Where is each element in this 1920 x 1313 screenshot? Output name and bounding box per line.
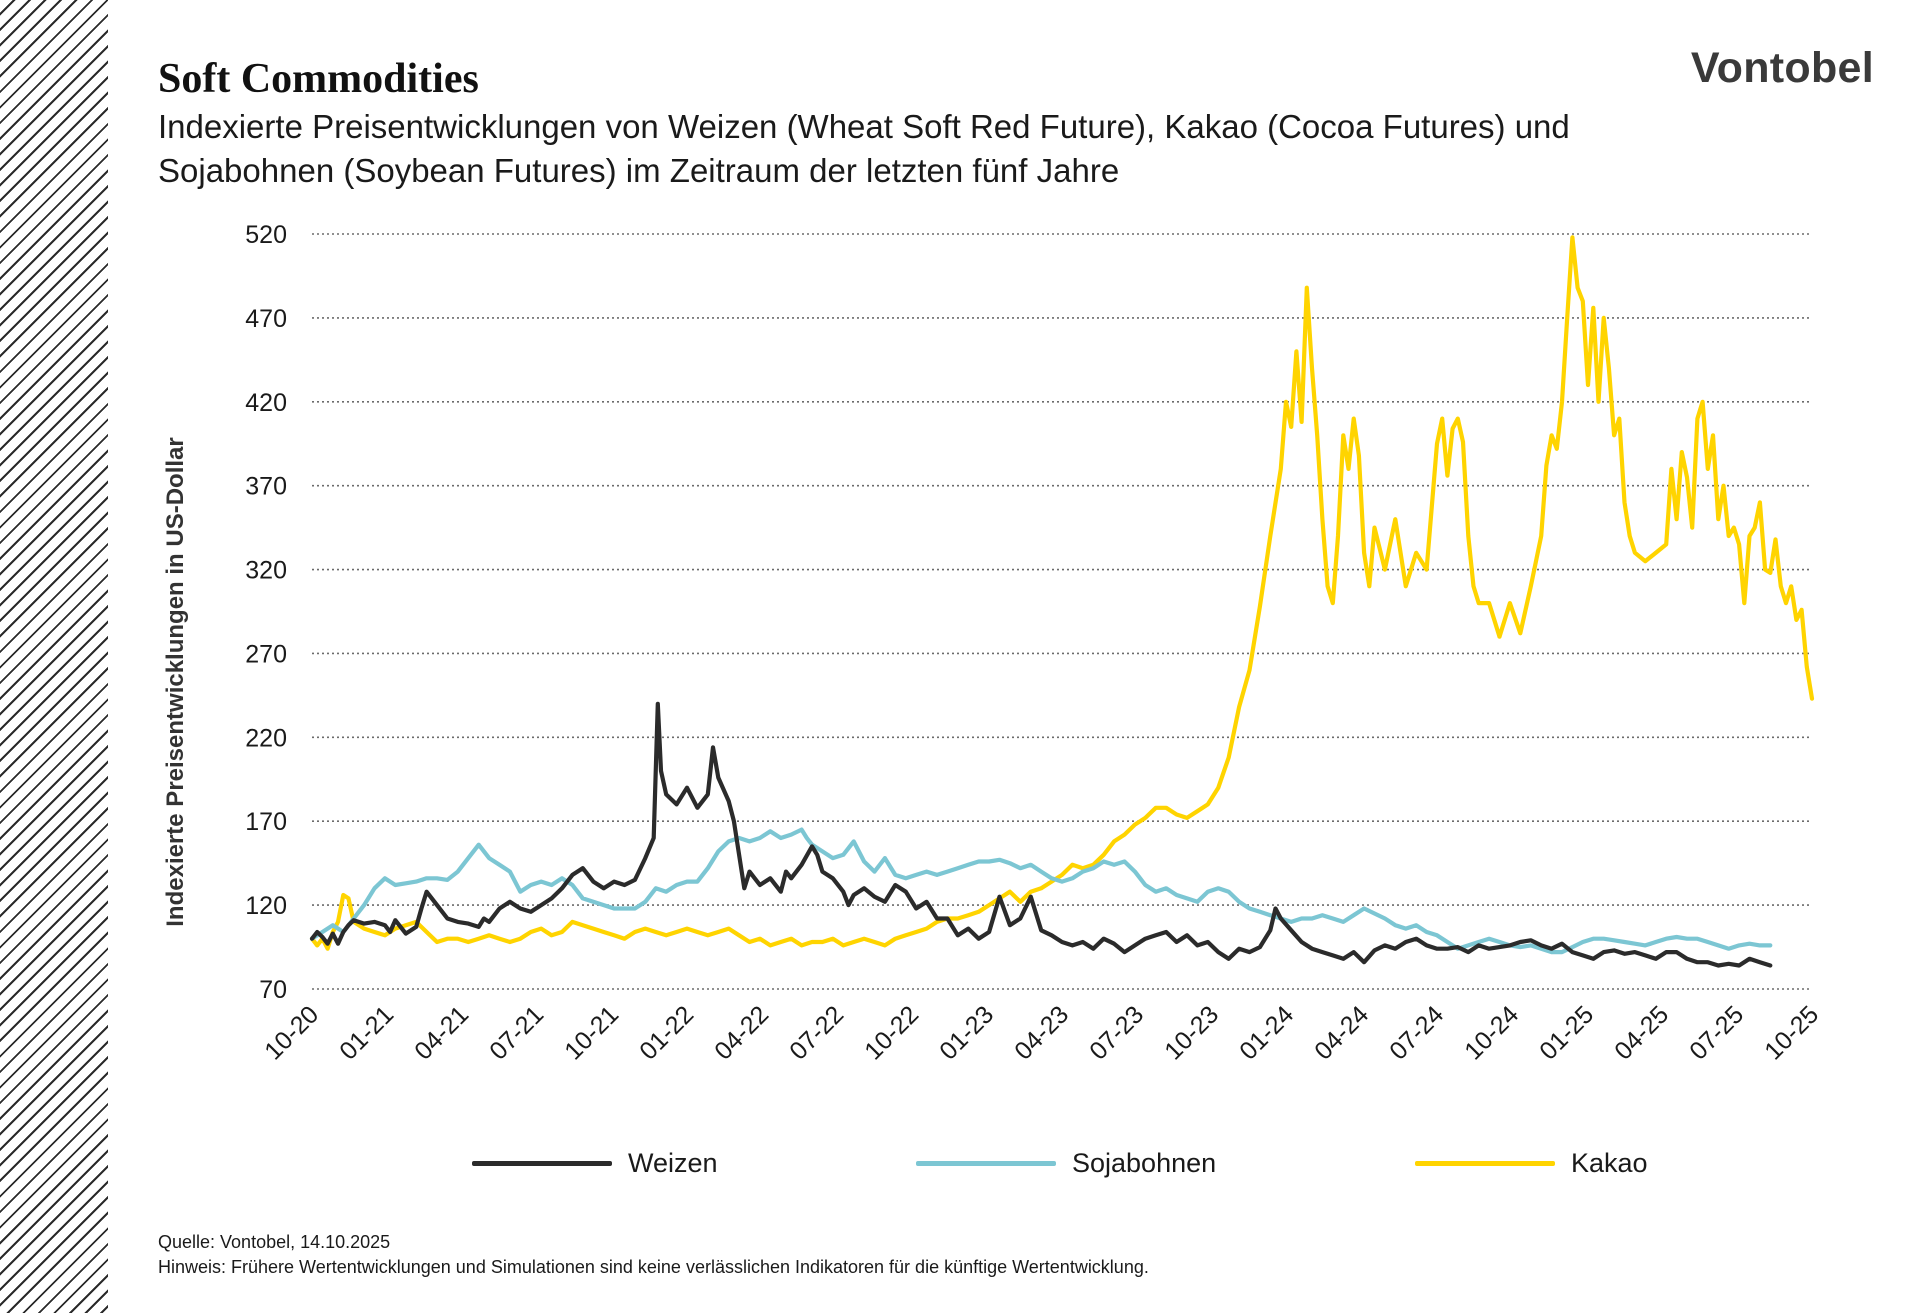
- legend-label-weizen: Weizen: [628, 1148, 718, 1178]
- legend-item-weizen: Weizen: [472, 1148, 718, 1179]
- y-tick-label: 420: [245, 389, 287, 417]
- legend-item-sojabohnen: Sojabohnen: [916, 1148, 1216, 1179]
- legend-item-kakao: Kakao: [1415, 1148, 1648, 1179]
- series-lines: [309, 235, 1815, 968]
- x-tick-label: 04-24: [1309, 1000, 1374, 1065]
- x-tick-label: 07-25: [1684, 1000, 1749, 1065]
- series-line-weizen: [309, 701, 1773, 968]
- brand-logo: Vontobel: [1690, 44, 1874, 92]
- series-line-kakao: [309, 235, 1815, 951]
- chart-subtitle: Indexierte Preisentwicklungen von Weizen…: [158, 108, 1570, 189]
- disclaimer-note: Hinweis: Frühere Wertentwicklungen und S…: [158, 1257, 1149, 1277]
- legend-swatch-kakao: [1415, 1161, 1555, 1166]
- chart-footer: Quelle: Vontobel, 14.10.2025 Hinweis: Fr…: [158, 1230, 1149, 1280]
- legend-swatch-sojabohnen: [916, 1161, 1056, 1166]
- x-tick-label: 04-21: [409, 1000, 474, 1065]
- x-tick-label: 01-21: [334, 1000, 399, 1065]
- x-tick-label: 07-23: [1084, 1000, 1149, 1065]
- legend-swatch-weizen: [472, 1161, 612, 1166]
- x-tick-label: 07-21: [484, 1000, 549, 1065]
- hatched-side-band: [0, 0, 108, 1313]
- y-tick-label: 120: [245, 892, 287, 920]
- y-axis-ticks: 70 120 170 220 270 320 370 420 470 520: [245, 221, 287, 1004]
- x-tick-label: 10-23: [1159, 1000, 1224, 1065]
- y-axis-label: Indexierte Preisentwicklungen in US-Doll…: [162, 437, 189, 926]
- x-tick-label: 01-23: [934, 1000, 999, 1065]
- y-tick-label: 320: [245, 557, 287, 585]
- x-tick-label: 07-22: [784, 1000, 849, 1065]
- x-tick-label: 10-24: [1459, 1000, 1524, 1065]
- x-tick-label: 04-23: [1009, 1000, 1074, 1065]
- x-tick-label: 01-22: [634, 1000, 699, 1065]
- source-note: Quelle: Vontobel, 14.10.2025: [158, 1232, 391, 1252]
- x-tick-label: 01-24: [1234, 1000, 1299, 1065]
- y-tick-label: 470: [245, 305, 287, 333]
- x-tick-label: 01-25: [1534, 1000, 1599, 1065]
- x-tick-label: 10-25: [1759, 1000, 1824, 1065]
- y-tick-label: 520: [245, 221, 287, 249]
- x-tick-label: 04-22: [709, 1000, 774, 1065]
- chart-title: Soft Commodities: [158, 56, 479, 102]
- x-tick-label: 04-25: [1609, 1000, 1674, 1065]
- x-axis-ticks: 10-20 01-21 04-21 07-21 10-21 01-22 04-22 07-22…: [259, 1000, 1824, 1065]
- legend-label-sojabohnen: Sojabohnen: [1072, 1148, 1217, 1178]
- legend-label-kakao: Kakao: [1571, 1148, 1648, 1178]
- y-tick-label: 70: [259, 976, 287, 1004]
- chart-legend: Weizen Sojabohnen Kakao: [0, 1148, 1920, 1188]
- y-tick-label: 220: [245, 724, 287, 752]
- x-tick-label: 10-21: [559, 1000, 624, 1065]
- y-tick-label: 170: [245, 808, 287, 836]
- y-tick-label: 270: [245, 640, 287, 668]
- y-tick-label: 370: [245, 473, 287, 501]
- x-tick-label: 07-24: [1384, 1000, 1449, 1065]
- x-tick-label: 10-22: [859, 1000, 924, 1065]
- x-tick-label: 10-20: [259, 1000, 324, 1065]
- series-line-sojabohnen: [309, 827, 1773, 955]
